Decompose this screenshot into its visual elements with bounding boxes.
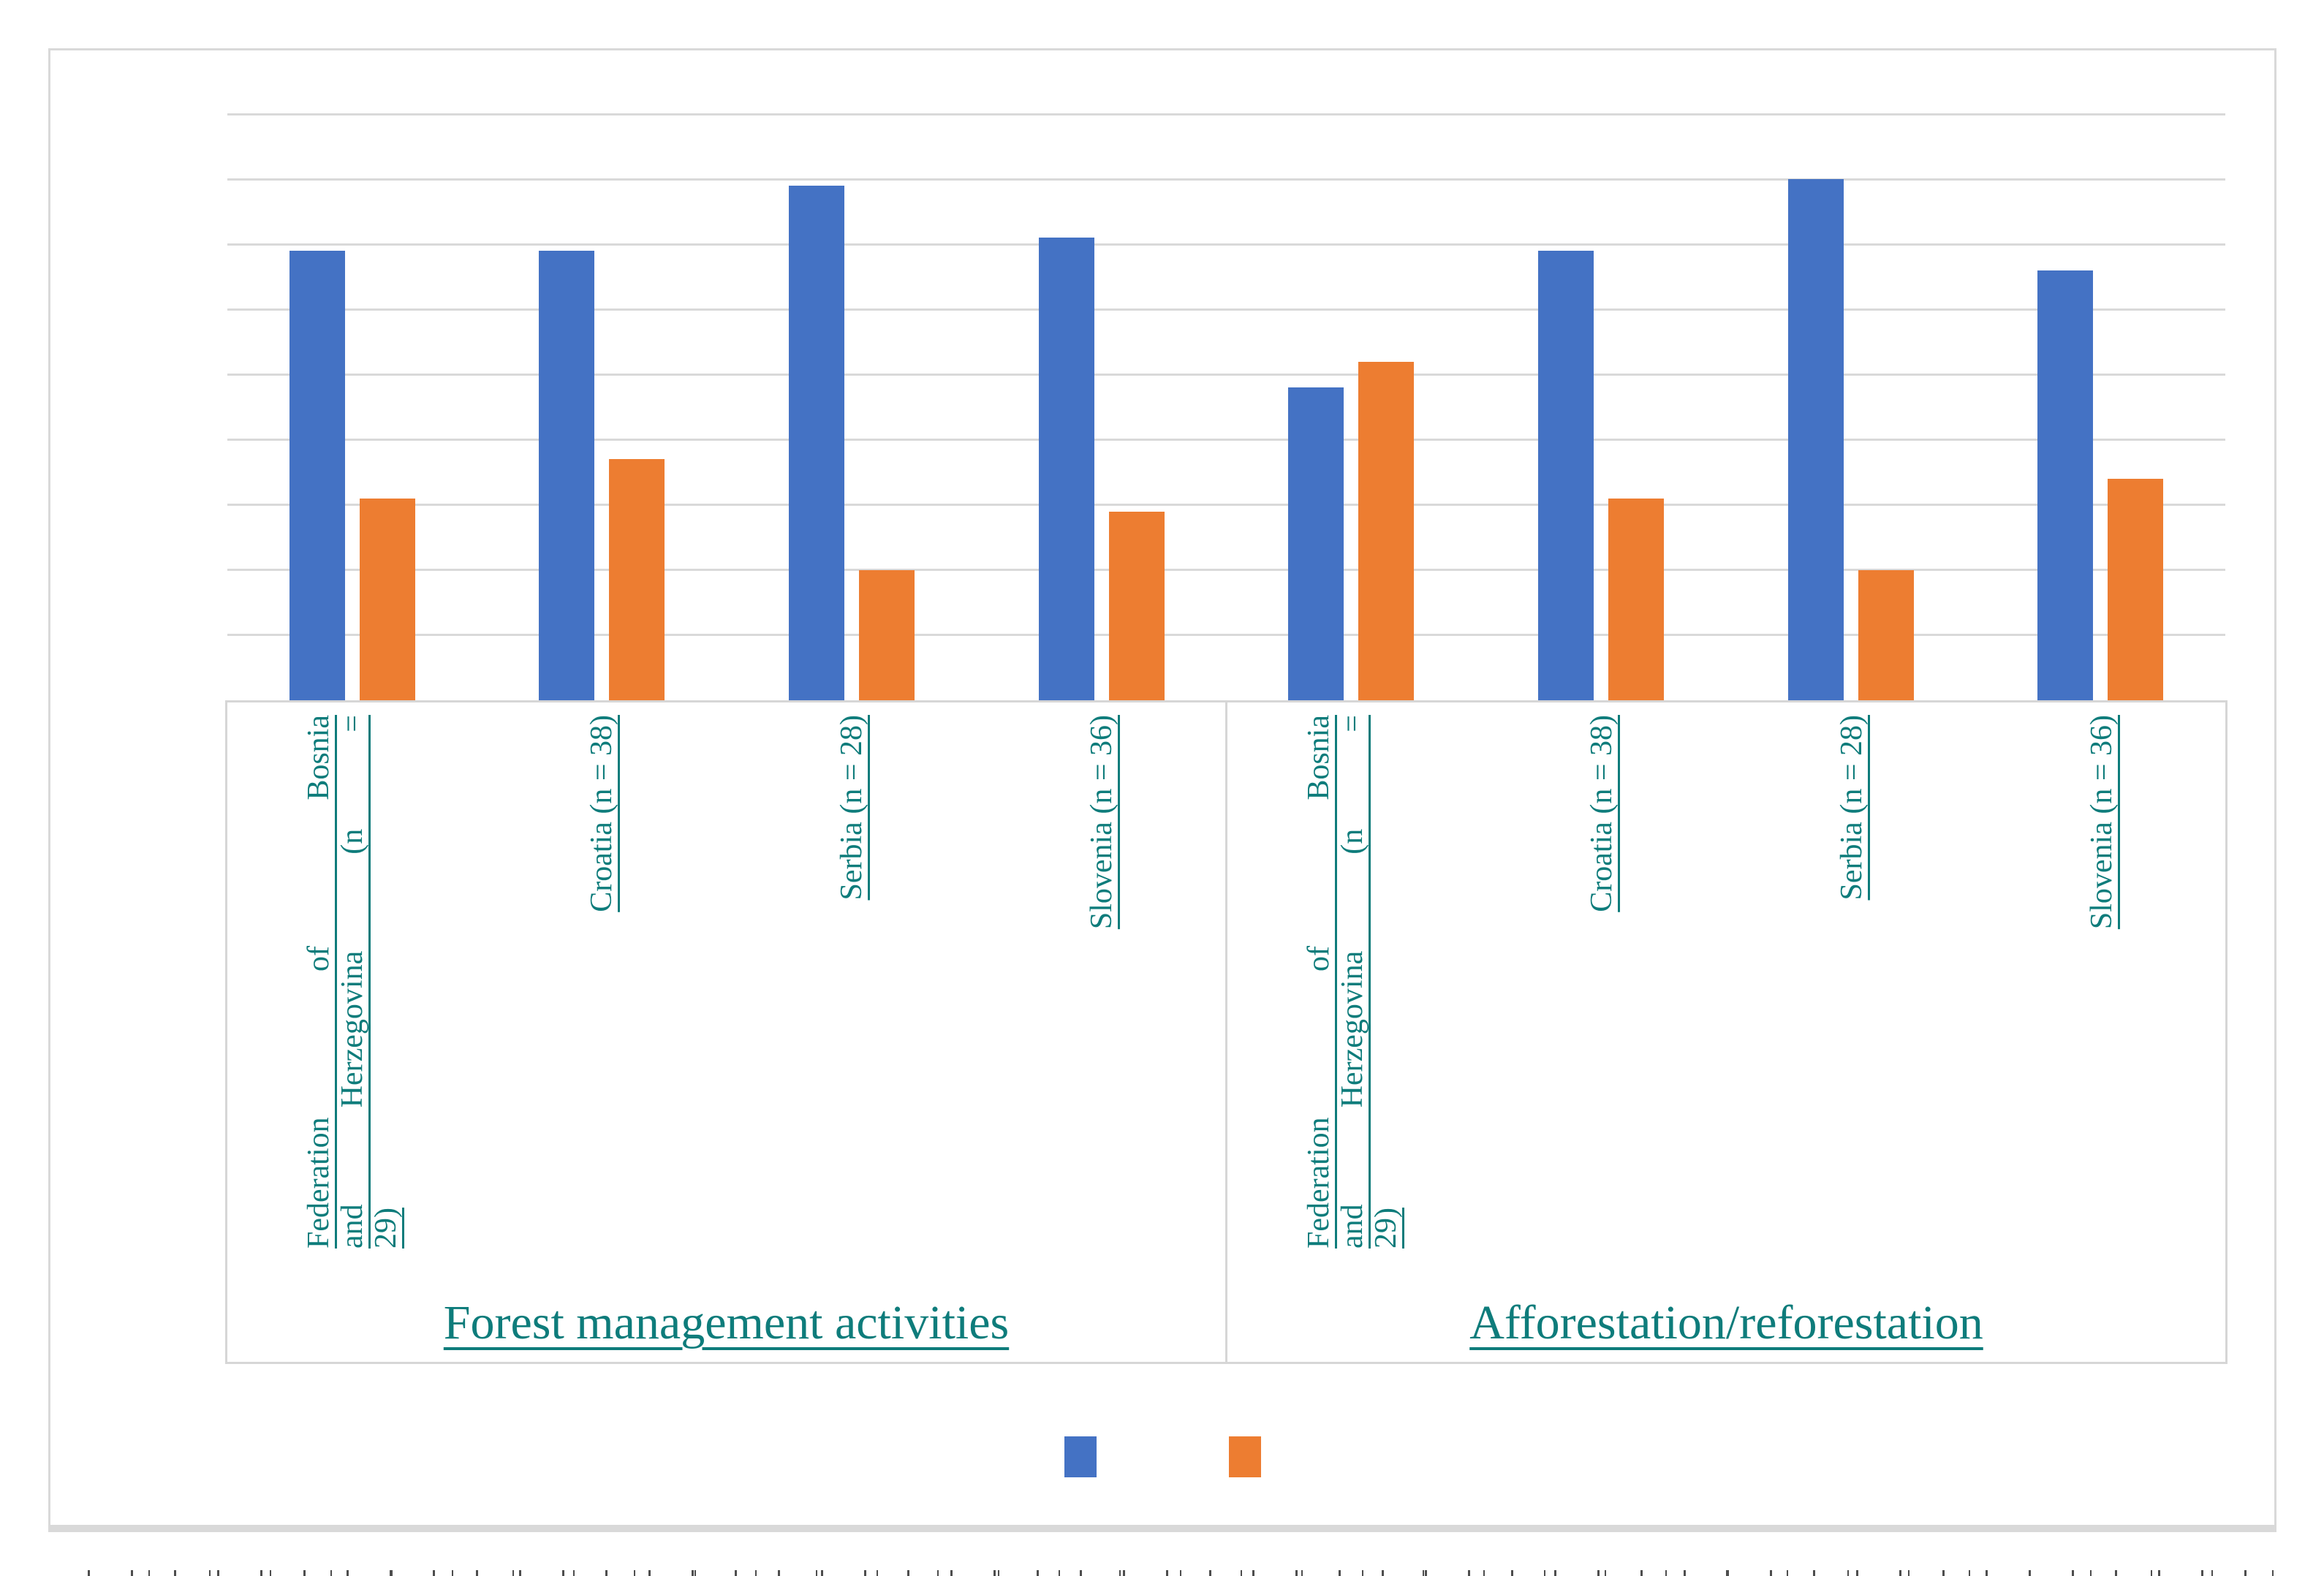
orange-bar <box>359 498 415 700</box>
orange-bar <box>1858 569 1914 700</box>
category-label-line: 29) <box>368 1208 403 1249</box>
category-label-line: Federation of Bosnia <box>301 715 336 1249</box>
figure-panel: Federation of Bosnia and Herzegovina (n =… <box>48 48 2276 1532</box>
group-label: Forest management activities <box>443 1296 1010 1349</box>
gridline <box>227 634 2225 637</box>
category-label-line: Serbia (n = 28) <box>1835 715 1869 901</box>
gridline <box>227 504 2225 507</box>
orange-bar <box>1108 511 1165 700</box>
axis-group-panel: Federation of Bosnia and Herzegovina (n =… <box>227 702 1227 1362</box>
orange-bar <box>2108 479 2164 700</box>
axis-group-panel: Federation of Bosnia and Herzegovina (n =… <box>1227 702 2225 1362</box>
blue-bar <box>1038 238 1094 700</box>
category-label-line: and Herzegovina (n = <box>1335 715 1369 1249</box>
blue-bar <box>2037 270 2094 700</box>
category-label-line: Federation of Bosnia <box>1301 715 1336 1249</box>
blue-bar <box>1537 251 1594 700</box>
category-label: Federation of Bosnia and Herzegovina (n =… <box>1302 715 1403 1249</box>
category-label: Croatia (n = 38) <box>585 715 618 1249</box>
category-label: Slovenia (n = 36) <box>2085 715 2119 1249</box>
gridline <box>227 569 2225 572</box>
category-label: Federation of Bosnia and Herzegovina (n =… <box>302 715 403 1249</box>
chart-legend <box>50 1436 2274 1477</box>
blue-bar <box>789 186 845 700</box>
blue-bar <box>289 251 345 700</box>
cutoff-caption-text <box>88 1570 2274 1576</box>
blue-bar <box>539 251 595 700</box>
orange-bar <box>1358 361 1415 700</box>
orange-bar <box>859 569 915 700</box>
category-label-line: 29) <box>1369 1208 1403 1249</box>
blue-bar <box>1787 179 1844 700</box>
category-label: Serbia (n = 28) <box>835 715 868 1249</box>
category-label-line: Croatia (n = 38) <box>585 715 619 912</box>
category-axis: Federation of Bosnia and Herzegovina (n =… <box>225 700 2228 1364</box>
category-label-line: Slovenia (n = 36) <box>2084 715 2119 930</box>
gridline <box>227 374 2225 376</box>
category-label-line: Slovenia (n = 36) <box>1084 715 1119 930</box>
category-label: Slovenia (n = 36) <box>1085 715 1119 1249</box>
category-label-line: Croatia (n = 38) <box>1585 715 1619 912</box>
category-label: Serbia (n = 28) <box>1835 715 1869 1249</box>
category-label-line: Serbia (n = 28) <box>835 715 869 901</box>
blue-bar <box>1288 387 1344 700</box>
gridline <box>227 113 2225 115</box>
gridline <box>227 243 2225 246</box>
category-label: Croatia (n = 38) <box>1585 715 1619 1249</box>
category-label-line: and Herzegovina (n = <box>335 715 369 1249</box>
gridline <box>227 178 2225 181</box>
gridline <box>227 439 2225 442</box>
legend-swatch-blue-series <box>1064 1436 1097 1477</box>
plot-area <box>227 50 2225 700</box>
orange-bar <box>609 459 665 700</box>
legend-swatch-orange-series <box>1228 1436 1261 1477</box>
group-label: Afforestation/reforestation <box>1469 1296 1983 1349</box>
orange-bar <box>1608 498 1664 700</box>
gridline <box>227 308 2225 311</box>
